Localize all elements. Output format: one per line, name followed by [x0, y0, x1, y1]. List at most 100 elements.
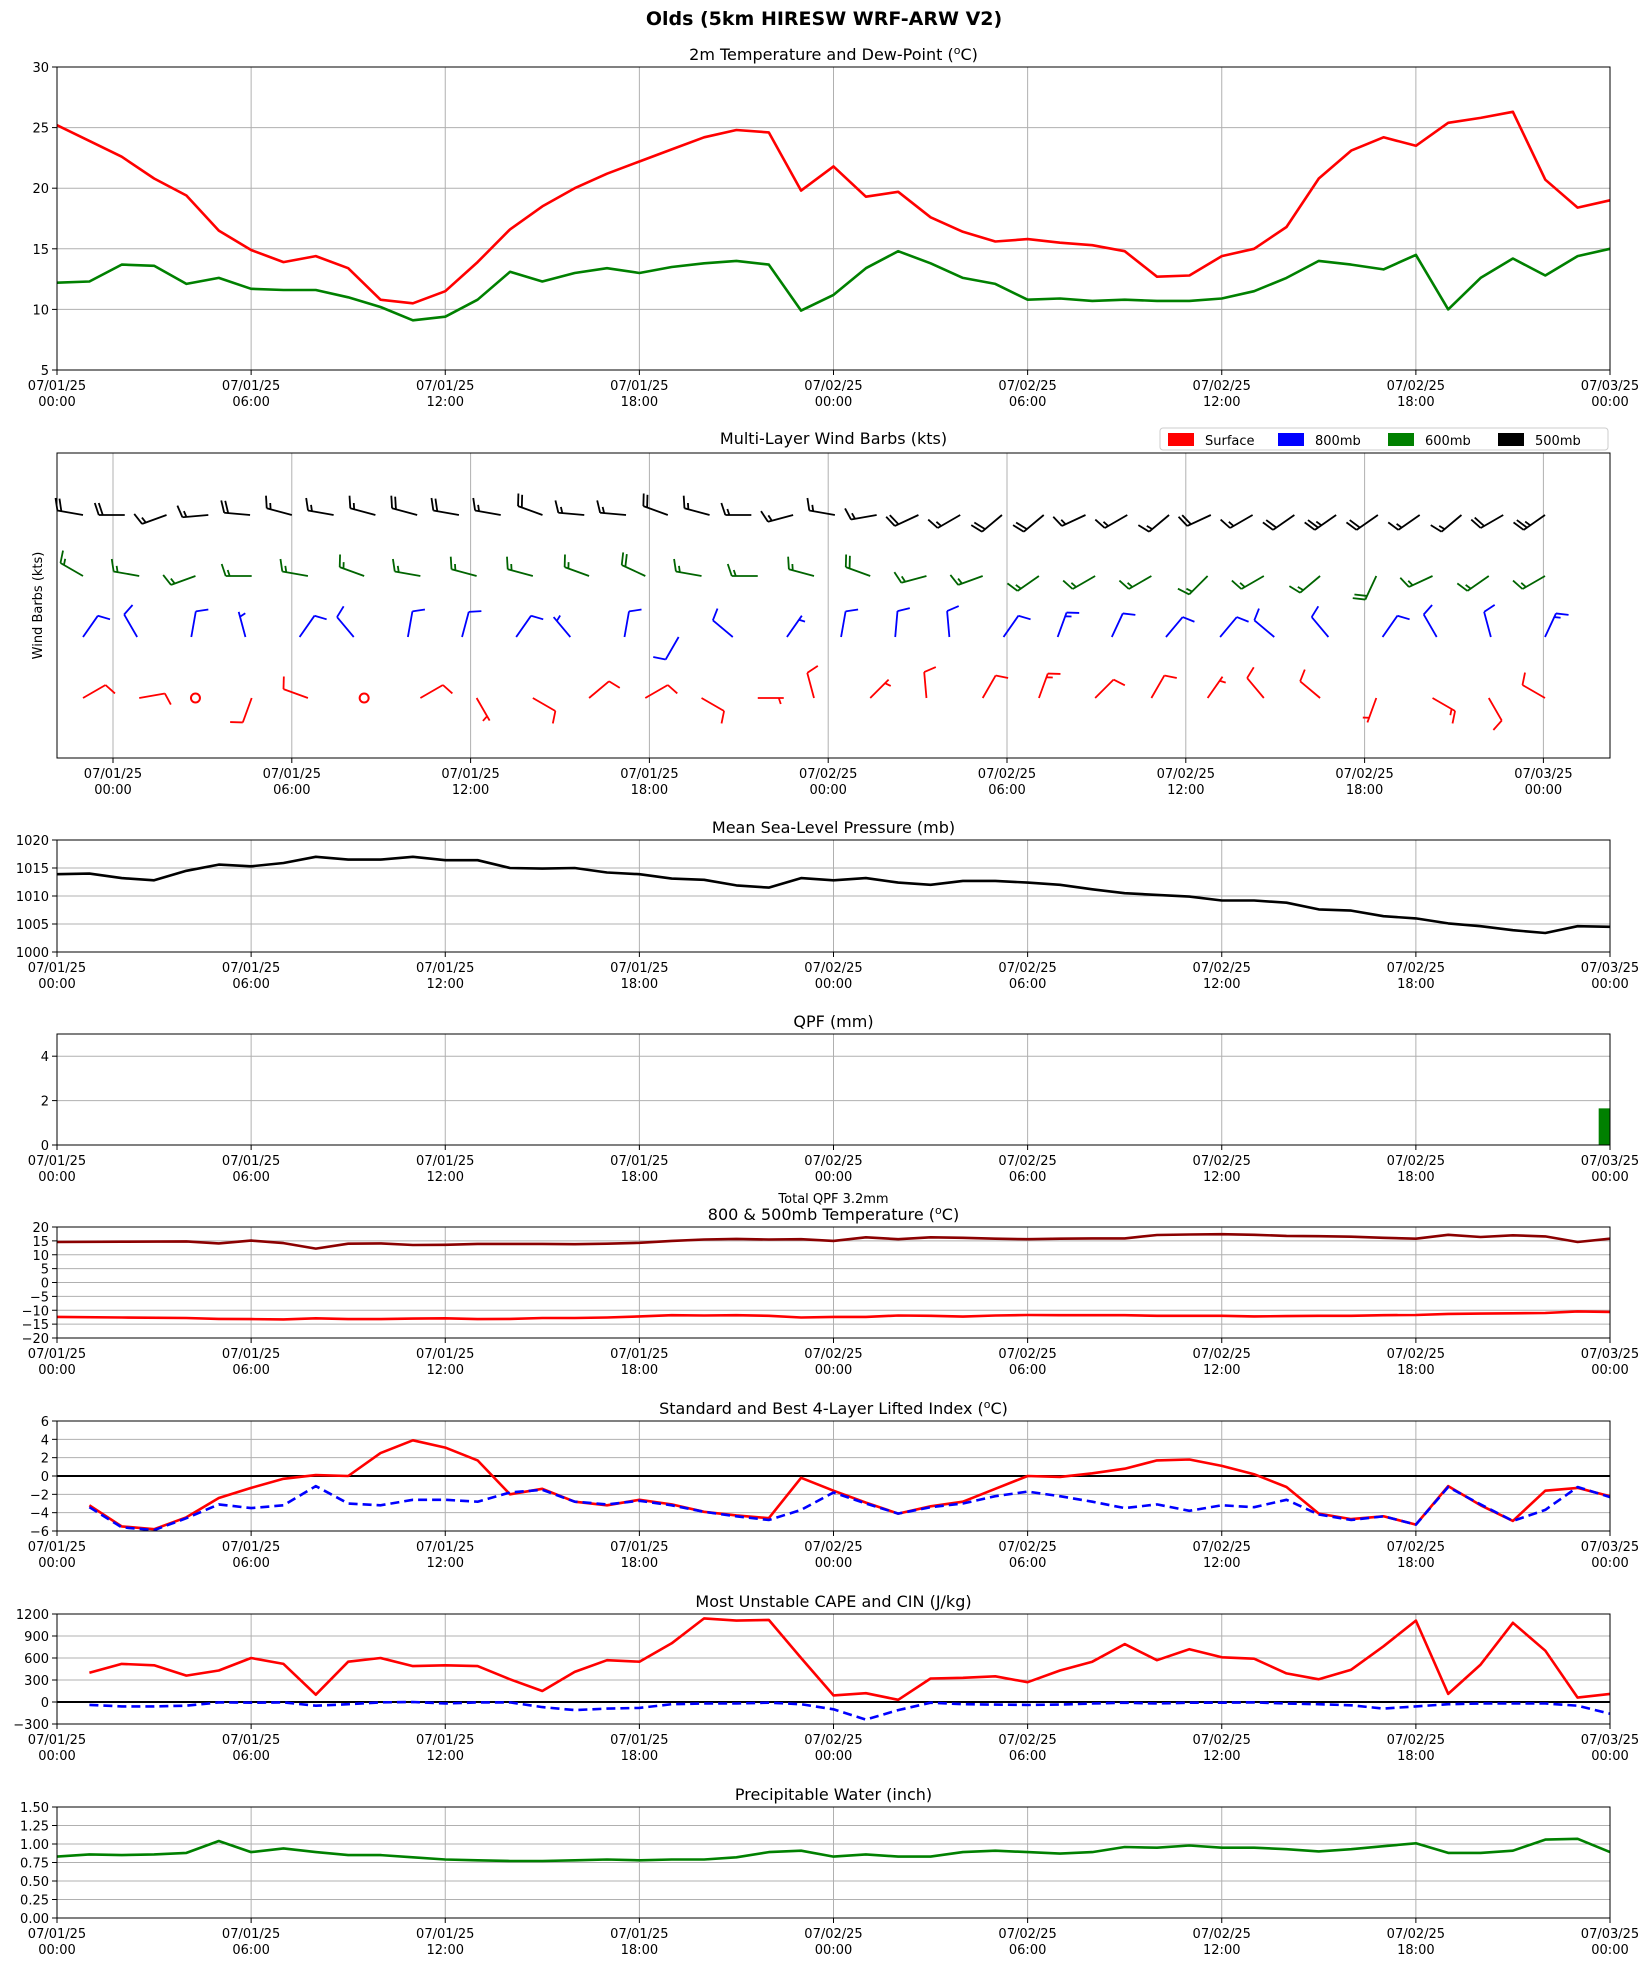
wind-barb-500mb: [927, 514, 961, 529]
wind-barb-800mb: [237, 611, 247, 638]
barb-flag: [265, 495, 268, 509]
barb-staff: [394, 570, 421, 577]
wind-barb-Surface: [1038, 672, 1061, 699]
x-tick-label-time: 06:00: [1009, 395, 1046, 410]
barb-flag: [1304, 521, 1316, 531]
barb-staff: [1299, 575, 1321, 594]
y-tick-label: 10: [32, 1249, 49, 1264]
y-tick-label: 1010: [16, 890, 49, 905]
barb-flag: [624, 554, 628, 567]
barb-flag: [1246, 666, 1255, 679]
barb-staff: [957, 575, 984, 586]
x-tick-label-date: 07/01/25: [610, 1154, 668, 1169]
barb-staff: [451, 568, 477, 577]
barb-flag: [897, 607, 911, 612]
x-tick-label-date: 07/02/25: [1193, 1540, 1251, 1555]
barb-staff: [60, 562, 84, 577]
chart-panel-cape: −300 0 300 600 900 1200 Most Unstable CAPE and…: [13, 1592, 1639, 1764]
y-tick-label: 0: [41, 1139, 49, 1154]
barb-half-flag: [556, 615, 561, 622]
x-tick-label-date: 07/01/25: [610, 1733, 668, 1748]
barb-half-flag: [726, 508, 731, 516]
barb-staff: [461, 611, 470, 638]
x-tick-label-time: 06:00: [273, 783, 310, 798]
wind-barb-500mb: [430, 497, 460, 516]
barb-staff: [224, 511, 251, 516]
wind-barb-500mb: [305, 497, 334, 516]
x-tick-label-date: 07/02/25: [804, 1927, 862, 1942]
barb-staff: [1206, 676, 1224, 699]
x-tick-label-time: 06:00: [232, 1170, 269, 1185]
barb-flag: [1354, 593, 1368, 597]
x-tick-label-time: 12:00: [1203, 1749, 1240, 1764]
barb-half-flag: [63, 558, 67, 566]
wind-barb-Surface: [806, 665, 819, 699]
wind-barb-600mb: [949, 574, 984, 586]
chart-panel-temp: 5 10 15 20 25 30 2m Temperature and Dew-Point …: [28, 44, 1639, 411]
x-tick-label-time: 00:00: [815, 977, 852, 992]
qpf-bar: [1598, 1108, 1610, 1145]
barb-staff: [564, 566, 590, 577]
barb-half-flag: [1070, 582, 1077, 588]
wind-barb-Surface: [1487, 697, 1503, 731]
barb-staff: [391, 507, 418, 516]
x-tick-label-date: 07/02/25: [1193, 961, 1251, 976]
x-tick-label-time: 18:00: [1397, 977, 1434, 992]
panel-title: Multi-Layer Wind Barbs (kts): [720, 429, 947, 448]
chart-panel-mslp: 1000 1005 1010 1015 1020 Mean Sea-Level Press…: [16, 818, 1639, 992]
barb-flag: [628, 608, 642, 613]
x-tick-label-date: 07/02/25: [1387, 1733, 1445, 1748]
wind-barb-800mb: [894, 607, 911, 638]
x-tick-label-time: 12:00: [427, 1943, 464, 1958]
barb-flag: [1094, 518, 1106, 529]
series-line-0: [89, 1617, 1611, 1702]
x-tick-label-date: 07/02/25: [804, 1154, 862, 1169]
wind-barb-500mb: [596, 500, 627, 516]
wind-barb-800mb: [1002, 614, 1031, 638]
barb-half-flag: [935, 521, 942, 527]
barb-staff: [786, 615, 803, 638]
x-tick-label-time: 00:00: [1591, 1556, 1628, 1571]
barb-staff: [937, 514, 961, 529]
barb-staff: [1397, 514, 1421, 531]
x-tick-label-time: 06:00: [1009, 1363, 1046, 1378]
x-tick-label-date: 07/01/25: [416, 961, 474, 976]
legend-swatch: [1278, 433, 1304, 446]
wind-barb-800mb: [840, 608, 859, 638]
wind-barb-600mb: [110, 558, 140, 577]
barb-flag: [195, 608, 209, 613]
x-tick-label-date: 07/02/25: [804, 1347, 862, 1362]
barb-flag: [927, 518, 939, 529]
barb-flag: [1513, 521, 1525, 531]
x-tick-label-date: 07/02/25: [998, 1540, 1056, 1555]
wind-barb-500mb: [1012, 514, 1045, 533]
x-tick-label-time: 18:00: [1397, 1170, 1434, 1185]
y-tick-label: 10: [32, 303, 49, 318]
barb-flag: [760, 510, 769, 523]
barb-staff: [1422, 614, 1438, 638]
barb-staff: [1104, 514, 1128, 529]
y-tick-label: 900: [24, 1630, 49, 1645]
x-tick-label-date: 07/01/25: [28, 1154, 86, 1169]
wind-barb-600mb: [506, 556, 534, 577]
barb-staff: [621, 564, 646, 577]
y-tick-label: −5: [30, 1290, 49, 1305]
barb-staff: [1432, 697, 1456, 712]
wind-barb-600mb: [1512, 575, 1546, 590]
wind-barb-Surface: [1206, 676, 1226, 699]
barb-staff: [894, 514, 919, 527]
barb-staff: [588, 680, 610, 699]
legend-label: 600mb: [1425, 434, 1471, 449]
barb-staff: [684, 507, 710, 516]
wind-barb-800mb: [336, 605, 355, 638]
barb-half-flag: [1015, 584, 1022, 590]
wind-barb-600mb: [1456, 575, 1490, 592]
x-tick-label-date: 07/02/25: [998, 1347, 1056, 1362]
barb-flag: [58, 498, 63, 512]
x-tick-label-time: 00:00: [38, 1363, 75, 1378]
barb-flag: [1397, 614, 1410, 621]
x-tick-label-date: 07/01/25: [416, 1733, 474, 1748]
barb-half-flag: [239, 612, 246, 618]
barb-flag: [1265, 519, 1277, 529]
x-tick-label-date: 07/02/25: [998, 961, 1056, 976]
